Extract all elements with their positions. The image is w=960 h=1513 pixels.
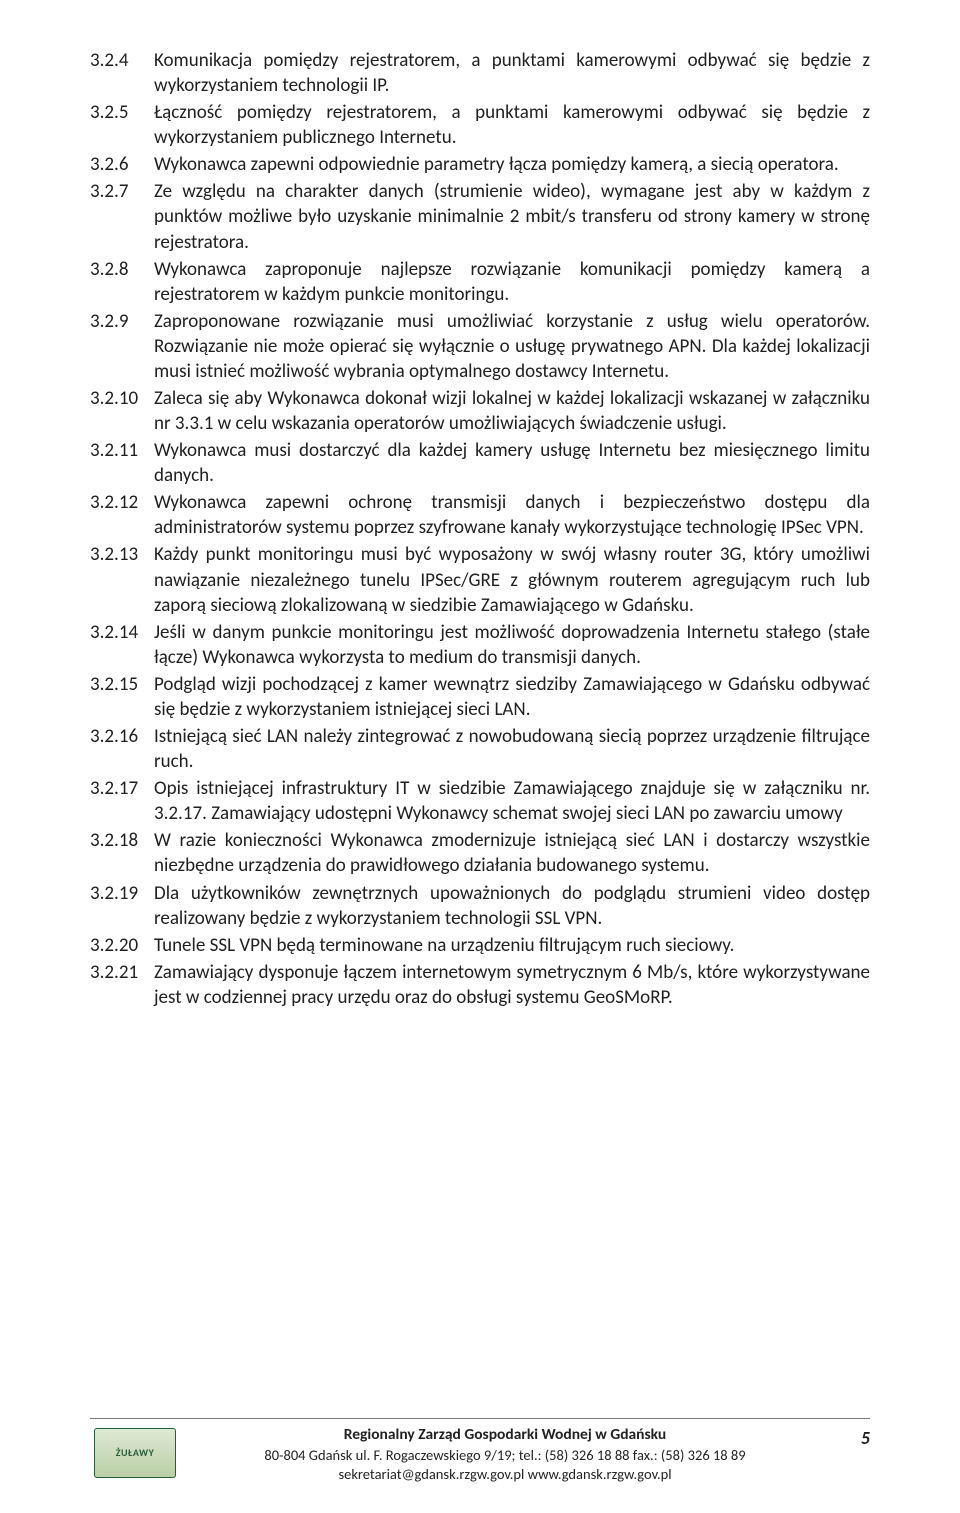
list-item-number: 3.2.11 [90, 438, 154, 488]
list-item: 3.2.12Wykonawca zapewni ochronę transmis… [90, 490, 870, 540]
list-item-number: 3.2.12 [90, 490, 154, 540]
list-item: 3.2.16Istniejącą sieć LAN należy zintegr… [90, 724, 870, 774]
list-item-number: 3.2.10 [90, 386, 154, 436]
list-item-text: Jeśli w danym punkcie monitoringu jest m… [154, 620, 870, 670]
page-footer: ŻUŁAWY Regionalny Zarząd Gospodarki Wodn… [90, 1418, 870, 1485]
list-item-number: 3.2.5 [90, 100, 154, 150]
list-item-number: 3.2.7 [90, 179, 154, 254]
list-item-number: 3.2.6 [90, 152, 154, 177]
logo-text: ŻUŁAWY [116, 1447, 155, 1458]
list-item-number: 3.2.17 [90, 776, 154, 826]
list-item-number: 3.2.21 [90, 960, 154, 1010]
list-item-text: Zamawiający dysponuje łączem internetowy… [154, 960, 870, 1010]
footer-divider [90, 1418, 870, 1419]
list-item: 3.2.5Łączność pomiędzy rejestratorem, a … [90, 100, 870, 150]
list-item: 3.2.19Dla użytkowników zewnętrznych upow… [90, 881, 870, 931]
list-item-number: 3.2.8 [90, 257, 154, 307]
document-page: 3.2.4Komunikacja pomiędzy rejestratorem,… [0, 0, 960, 1513]
list-item-number: 3.2.16 [90, 724, 154, 774]
list-item: 3.2.10Zaleca się aby Wykonawca dokonał w… [90, 386, 870, 436]
list-item-number: 3.2.4 [90, 48, 154, 98]
list-item-number: 3.2.14 [90, 620, 154, 670]
list-item: 3.2.14Jeśli w danym punkcie monitoringu … [90, 620, 870, 670]
footer-address: 80-804 Gdańsk ul. F. Rogaczewskiego 9/19… [180, 1446, 830, 1466]
list-item-text: Opis istniejącej infrastruktury IT w sie… [154, 776, 870, 826]
list-item-number: 3.2.9 [90, 309, 154, 384]
list-item-text: Istniejącą sieć LAN należy zintegrować z… [154, 724, 870, 774]
list-item-text: Komunikacja pomiędzy rejestratorem, a pu… [154, 48, 870, 98]
list-item-text: Łączność pomiędzy rejestratorem, a punkt… [154, 100, 870, 150]
list-item-number: 3.2.13 [90, 542, 154, 617]
list-item: 3.2.8Wykonawca zaproponuje najlepsze roz… [90, 257, 870, 307]
list-item-number: 3.2.18 [90, 828, 154, 878]
footer-center: Regionalny Zarząd Gospodarki Wodnej w Gd… [180, 1425, 830, 1485]
list-item: 3.2.13Każdy punkt monitoringu musi być w… [90, 542, 870, 617]
list-item-number: 3.2.15 [90, 672, 154, 722]
list-item: 3.2.20Tunele SSL VPN będą terminowane na… [90, 933, 870, 958]
list-item-number: 3.2.20 [90, 933, 154, 958]
list-item: 3.2.11Wykonawca musi dostarczyć dla każd… [90, 438, 870, 488]
list-item-text: Wykonawca zaproponuje najlepsze rozwiąza… [154, 257, 870, 307]
footer-org-name: Regionalny Zarząd Gospodarki Wodnej w Gd… [180, 1425, 830, 1446]
list-item-text: Tunele SSL VPN będą terminowane na urząd… [154, 933, 870, 958]
list-item: 3.2.17Opis istniejącej infrastruktury IT… [90, 776, 870, 826]
numbered-list: 3.2.4Komunikacja pomiędzy rejestratorem,… [90, 48, 870, 1010]
page-number: 5 [830, 1425, 870, 1449]
list-item-text: Zaleca się aby Wykonawca dokonał wizji l… [154, 386, 870, 436]
list-item-text: Ze względu na charakter danych (strumien… [154, 179, 870, 254]
list-item: 3.2.18W razie konieczności Wykonawca zmo… [90, 828, 870, 878]
list-item: 3.2.9Zaproponowane rozwiązanie musi umoż… [90, 309, 870, 384]
list-item-text: Wykonawca musi dostarczyć dla każdej kam… [154, 438, 870, 488]
list-item-text: Każdy punkt monitoringu musi być wyposaż… [154, 542, 870, 617]
list-item-text: Dla użytkowników zewnętrznych upoważnion… [154, 881, 870, 931]
list-item-text: Podgląd wizji pochodzącej z kamer wewnąt… [154, 672, 870, 722]
list-item-text: W razie konieczności Wykonawca zmoderniz… [154, 828, 870, 878]
list-item: 3.2.21Zamawiający dysponuje łączem inter… [90, 960, 870, 1010]
list-item-text: Wykonawca zapewni odpowiednie parametry … [154, 152, 870, 177]
footer-logo-container: ŻUŁAWY [90, 1425, 180, 1481]
list-item: 3.2.4Komunikacja pomiędzy rejestratorem,… [90, 48, 870, 98]
list-item-text: Zaproponowane rozwiązanie musi umożliwia… [154, 309, 870, 384]
list-item: 3.2.15Podgląd wizji pochodzącej z kamer … [90, 672, 870, 722]
zulawy-logo: ŻUŁAWY [94, 1428, 176, 1478]
list-item-text: Wykonawca zapewni ochronę transmisji dan… [154, 490, 870, 540]
footer-contacts: sekretariat@gdansk.rzgw.gov.pl www.gdans… [180, 1465, 830, 1485]
footer-row: ŻUŁAWY Regionalny Zarząd Gospodarki Wodn… [90, 1425, 870, 1485]
list-item-number: 3.2.19 [90, 881, 154, 931]
list-item: 3.2.6Wykonawca zapewni odpowiednie param… [90, 152, 870, 177]
list-item: 3.2.7Ze względu na charakter danych (str… [90, 179, 870, 254]
